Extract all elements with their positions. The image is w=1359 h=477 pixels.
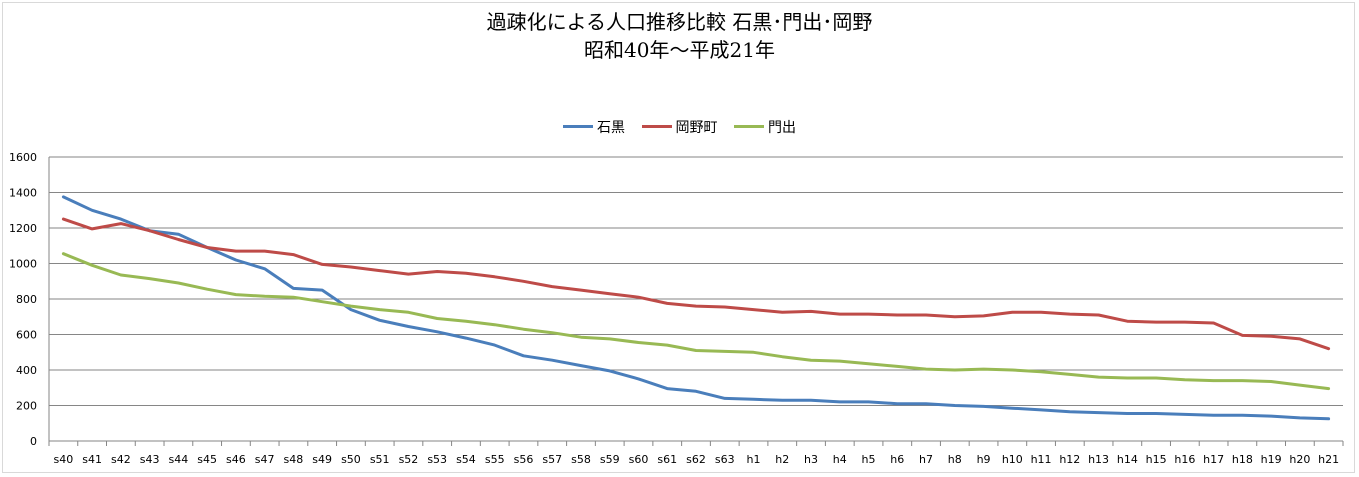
chart-legend: 石黒 岡野町 門出: [0, 116, 1359, 137]
x-tick-label: s52: [399, 453, 419, 466]
x-tick-label: h5: [862, 453, 876, 466]
chart-subtitle: 昭和40年～平成21年: [584, 38, 775, 62]
x-tick-label: s49: [312, 453, 332, 466]
x-tick-label: s41: [82, 453, 102, 466]
x-tick-label: s44: [169, 453, 189, 466]
y-tick-label: 1600: [9, 151, 37, 164]
x-tick-label: s40: [54, 453, 74, 466]
x-tick-label: s62: [686, 453, 706, 466]
x-tick-label: s47: [255, 453, 275, 466]
y-tick-label: 1400: [9, 187, 37, 200]
x-tick-label: s50: [341, 453, 361, 466]
x-tick-label: h21: [1318, 453, 1339, 466]
y-tick-label: 1000: [9, 258, 37, 271]
legend-item-okanomachi: 岡野町: [641, 117, 718, 137]
x-tick-label: h7: [919, 453, 933, 466]
series-line-1: [61, 217, 1331, 351]
x-tick-label: h9: [977, 453, 991, 466]
chart-title-line1: 過疎化による人口推移比較 石黒･門出･岡野: [486, 10, 873, 34]
x-tick-label: s63: [715, 453, 735, 466]
x-tick-label: s46: [226, 453, 246, 466]
y-tick-label: 400: [16, 364, 37, 377]
x-tick-label: s61: [657, 453, 677, 466]
x-tick-label: s51: [370, 453, 390, 466]
x-tick-label: h16: [1174, 453, 1195, 466]
x-tick-label: h8: [948, 453, 962, 466]
x-tick-label: h13: [1088, 453, 1109, 466]
x-tick-label: s42: [111, 453, 131, 466]
x-tick-label: h15: [1146, 453, 1167, 466]
legend-item-ishiguro: 石黒: [563, 117, 625, 137]
x-tick-label: h3: [804, 453, 818, 466]
x-tick-label: h1: [747, 453, 761, 466]
x-tick-label: h10: [1002, 453, 1023, 466]
legend-label-okanomachi: 岡野町: [675, 119, 718, 136]
y-tick-label: 800: [16, 293, 37, 306]
x-tick-label: h6: [890, 453, 904, 466]
x-tick-label: h4: [833, 453, 847, 466]
x-tick-label: h19: [1261, 453, 1282, 466]
legend-item-kaide: 門出: [733, 117, 796, 137]
y-tick-label: 600: [16, 329, 37, 342]
y-tick-label: 1200: [9, 222, 37, 235]
x-tick-label: s56: [514, 453, 534, 466]
x-tick-label: h18: [1232, 453, 1253, 466]
x-tick-label: s45: [197, 453, 217, 466]
y-tick-label: 0: [30, 435, 37, 448]
x-tick-label: s58: [571, 453, 591, 466]
legend-swatch-kaide: [733, 125, 764, 128]
legend-swatch-okanomachi: [641, 125, 672, 128]
y-tick-label: 200: [16, 400, 37, 413]
chart-title: 過疎化による人口推移比較 石黒･門出･岡野 昭和40年～平成21年: [0, 8, 1359, 64]
x-tick-label: h11: [1031, 453, 1052, 466]
legend-label-kaide: 門出: [767, 119, 796, 136]
x-tick-label: s54: [456, 453, 476, 466]
x-tick-label: h12: [1059, 453, 1080, 466]
x-tick-label: s59: [600, 453, 620, 466]
series-line-2: [61, 252, 1331, 391]
x-tick-label: s55: [485, 453, 505, 466]
x-tick-label: h14: [1117, 453, 1138, 466]
legend-label-ishiguro: 石黒: [597, 119, 626, 136]
x-tick-label: s60: [629, 453, 649, 466]
x-tick-label: h17: [1203, 453, 1224, 466]
legend-swatch-ishiguro: [563, 125, 594, 128]
x-tick-label: s53: [427, 453, 447, 466]
x-tick-label: h2: [775, 453, 789, 466]
x-tick-label: s57: [542, 453, 562, 466]
series-line-0: [61, 195, 1331, 421]
x-tick-label: h20: [1289, 453, 1310, 466]
x-tick-label: s48: [284, 453, 304, 466]
x-tick-label: s43: [140, 453, 160, 466]
